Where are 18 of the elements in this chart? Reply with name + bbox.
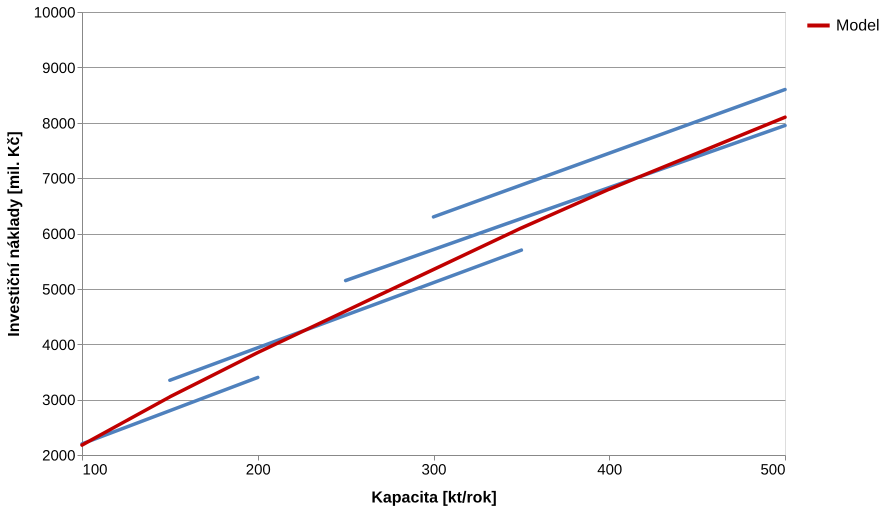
line-series bbox=[80, 115, 787, 447]
y-axis-title: Investiční náklady [mil. Kč] bbox=[6, 131, 23, 337]
y-tick-label: 4000 bbox=[42, 336, 76, 354]
y-tick-label: 5000 bbox=[42, 281, 76, 298]
x-tick-label: 400 bbox=[597, 462, 622, 478]
x-tick-label: 300 bbox=[421, 462, 447, 478]
y-tick-label: 10000 bbox=[34, 4, 76, 22]
y-tick-label: 7000 bbox=[42, 170, 76, 188]
x-axis-title: Kapacita [kt/rok] bbox=[371, 490, 497, 506]
y-tick-label: 8000 bbox=[42, 115, 76, 132]
y-tick-label: 6000 bbox=[42, 226, 76, 243]
y-tick-label: 9000 bbox=[42, 60, 76, 77]
x-tick-label: 100 bbox=[82, 462, 108, 478]
y-tick-label: 3000 bbox=[42, 392, 76, 410]
y-tick-label: 2000 bbox=[42, 448, 76, 464]
x-tick-label: 200 bbox=[246, 462, 271, 478]
x-tick-label: 500 bbox=[760, 462, 786, 478]
legend-label: Model bbox=[836, 18, 880, 34]
